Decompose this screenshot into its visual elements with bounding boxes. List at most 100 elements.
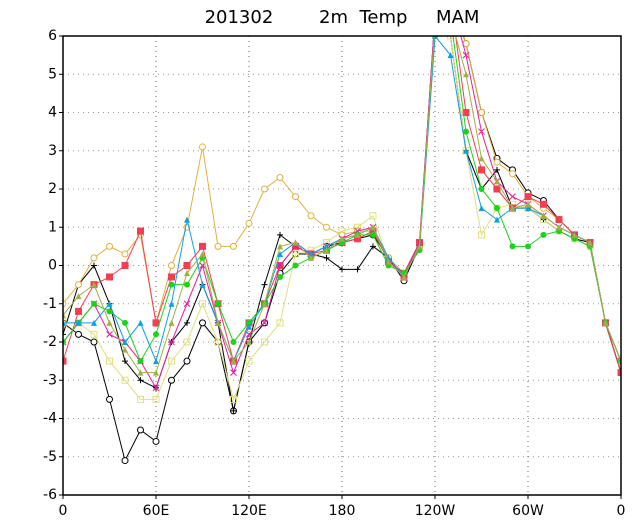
marker xyxy=(617,369,621,377)
marker xyxy=(75,281,82,289)
marker xyxy=(137,377,144,384)
marker xyxy=(369,212,377,220)
marker xyxy=(137,395,144,403)
marker xyxy=(277,251,283,258)
plot-area xyxy=(63,0,621,465)
marker xyxy=(277,273,283,280)
y-tick-label: -2 xyxy=(43,334,57,350)
x-tick-label: 0 xyxy=(59,503,68,519)
marker xyxy=(106,242,113,250)
marker xyxy=(137,319,144,326)
marker xyxy=(525,205,531,212)
marker xyxy=(184,270,190,277)
marker xyxy=(448,0,454,1)
marker xyxy=(401,273,407,280)
marker xyxy=(276,174,284,182)
marker xyxy=(75,330,82,338)
marker xyxy=(183,300,191,308)
marker xyxy=(448,0,454,1)
marker xyxy=(494,216,500,223)
marker xyxy=(184,281,190,288)
marker xyxy=(292,250,299,258)
marker xyxy=(448,0,454,1)
marker xyxy=(230,395,237,403)
marker xyxy=(137,358,144,365)
x-tick-label: 120W xyxy=(415,503,456,519)
marker xyxy=(199,300,206,308)
x-tick-label: 180 xyxy=(329,503,356,519)
series xyxy=(63,36,621,403)
x-tick-label: 120E xyxy=(231,503,267,519)
marker xyxy=(230,242,237,250)
marker xyxy=(525,201,531,208)
marker xyxy=(183,357,191,365)
marker xyxy=(261,319,268,327)
marker xyxy=(199,319,206,327)
marker xyxy=(261,281,268,288)
marker xyxy=(478,231,485,239)
marker xyxy=(261,185,268,193)
y-tick-label: -3 xyxy=(43,372,57,388)
y-tick-label: 6 xyxy=(48,28,57,44)
marker xyxy=(152,384,160,392)
marker xyxy=(478,166,485,174)
marker xyxy=(540,200,547,208)
marker xyxy=(75,319,82,326)
marker xyxy=(214,338,222,346)
marker xyxy=(168,357,175,365)
marker xyxy=(214,242,222,250)
marker xyxy=(308,254,314,261)
marker xyxy=(494,178,500,185)
marker xyxy=(199,251,206,258)
marker xyxy=(184,319,190,326)
marker xyxy=(184,216,190,223)
marker xyxy=(122,358,128,365)
series-line xyxy=(63,36,621,363)
y-tick-label: 5 xyxy=(48,66,57,82)
marker xyxy=(168,273,175,281)
marker xyxy=(121,262,129,269)
marker xyxy=(463,147,469,154)
marker xyxy=(230,339,237,345)
marker xyxy=(91,262,97,269)
marker xyxy=(555,216,563,224)
x-tick-label: 60E xyxy=(143,503,170,519)
marker xyxy=(91,281,97,288)
marker xyxy=(106,319,113,326)
marker xyxy=(447,52,454,59)
series-line xyxy=(63,36,621,390)
marker xyxy=(168,376,175,384)
marker xyxy=(90,338,98,346)
marker xyxy=(75,293,82,300)
series xyxy=(63,36,621,365)
marker xyxy=(540,212,547,219)
marker xyxy=(168,262,175,269)
marker xyxy=(276,319,284,327)
marker xyxy=(447,36,454,40)
y-tick-label: 4 xyxy=(48,105,57,121)
y-tick-label: 0 xyxy=(48,258,57,274)
marker xyxy=(556,224,562,231)
marker xyxy=(75,307,82,315)
marker xyxy=(370,231,376,238)
marker xyxy=(246,323,252,330)
marker xyxy=(90,330,98,338)
marker xyxy=(90,254,98,262)
y-tick-label: -6 xyxy=(43,487,57,503)
marker xyxy=(137,426,144,434)
marker xyxy=(106,300,113,307)
marker xyxy=(339,266,345,273)
marker xyxy=(121,250,129,258)
marker xyxy=(277,231,283,238)
marker xyxy=(277,243,283,250)
marker xyxy=(509,243,516,250)
marker xyxy=(245,219,253,227)
y-tick-label: 2 xyxy=(48,181,57,197)
marker xyxy=(230,407,237,414)
marker xyxy=(493,185,501,193)
marker xyxy=(524,193,532,201)
marker xyxy=(152,395,160,403)
marker xyxy=(106,308,113,315)
marker xyxy=(199,242,206,250)
